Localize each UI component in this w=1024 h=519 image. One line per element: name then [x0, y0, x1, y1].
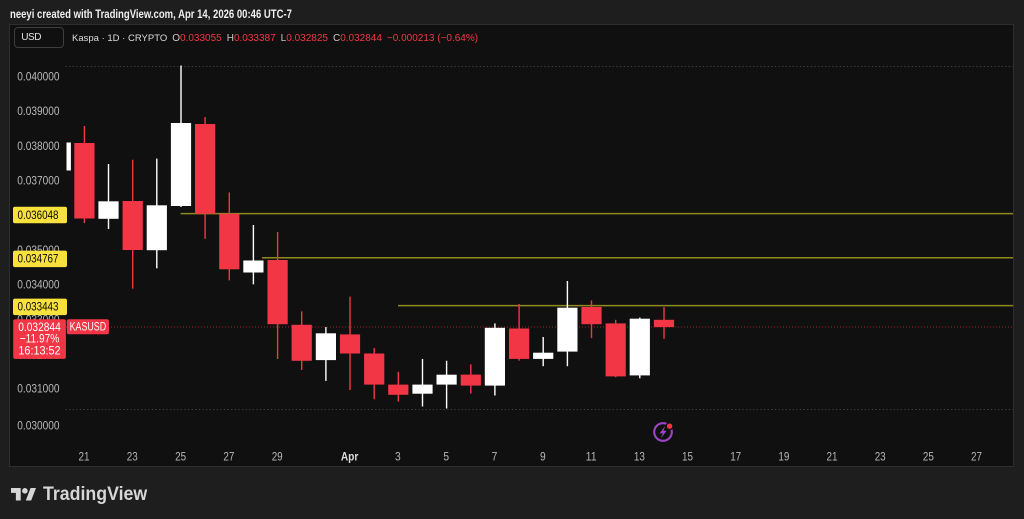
- svg-text:29: 29: [272, 450, 283, 464]
- svg-text:21: 21: [79, 450, 90, 464]
- svg-text:9: 9: [540, 450, 546, 464]
- svg-text:7: 7: [492, 450, 498, 464]
- svg-text:27: 27: [223, 450, 234, 464]
- svg-text:25: 25: [175, 450, 186, 464]
- svg-text:13: 13: [634, 450, 645, 464]
- svg-text:5: 5: [443, 450, 449, 464]
- svg-text:17: 17: [730, 450, 741, 464]
- svg-text:0.032844: 0.032844: [18, 320, 61, 334]
- svg-text:19: 19: [778, 450, 789, 464]
- svg-text:0.030000: 0.030000: [17, 418, 59, 432]
- svg-text:0.039000: 0.039000: [17, 104, 59, 118]
- svg-text:0.034767: 0.034767: [18, 252, 59, 266]
- svg-text:27: 27: [971, 450, 982, 464]
- svg-text:0.033443: 0.033443: [18, 300, 59, 314]
- svg-text:21: 21: [827, 450, 838, 464]
- svg-text:Apr: Apr: [341, 450, 359, 464]
- svg-text:0.034000: 0.034000: [17, 278, 59, 292]
- svg-text:16:13:52: 16:13:52: [18, 343, 60, 357]
- svg-text:0.040000: 0.040000: [17, 69, 59, 83]
- svg-text:0.038000: 0.038000: [17, 139, 59, 153]
- svg-text:−11.97%: −11.97%: [20, 332, 60, 346]
- svg-text:23: 23: [875, 450, 886, 464]
- svg-text:0.036048: 0.036048: [18, 208, 59, 222]
- svg-text:KASUSD: KASUSD: [70, 322, 107, 334]
- svg-text:23: 23: [127, 450, 138, 464]
- svg-text:0.037000: 0.037000: [17, 174, 59, 188]
- svg-text:25: 25: [923, 450, 934, 464]
- svg-text:15: 15: [682, 450, 693, 464]
- svg-text:11: 11: [586, 450, 597, 464]
- svg-text:3: 3: [395, 450, 401, 464]
- svg-text:0.031000: 0.031000: [17, 382, 59, 396]
